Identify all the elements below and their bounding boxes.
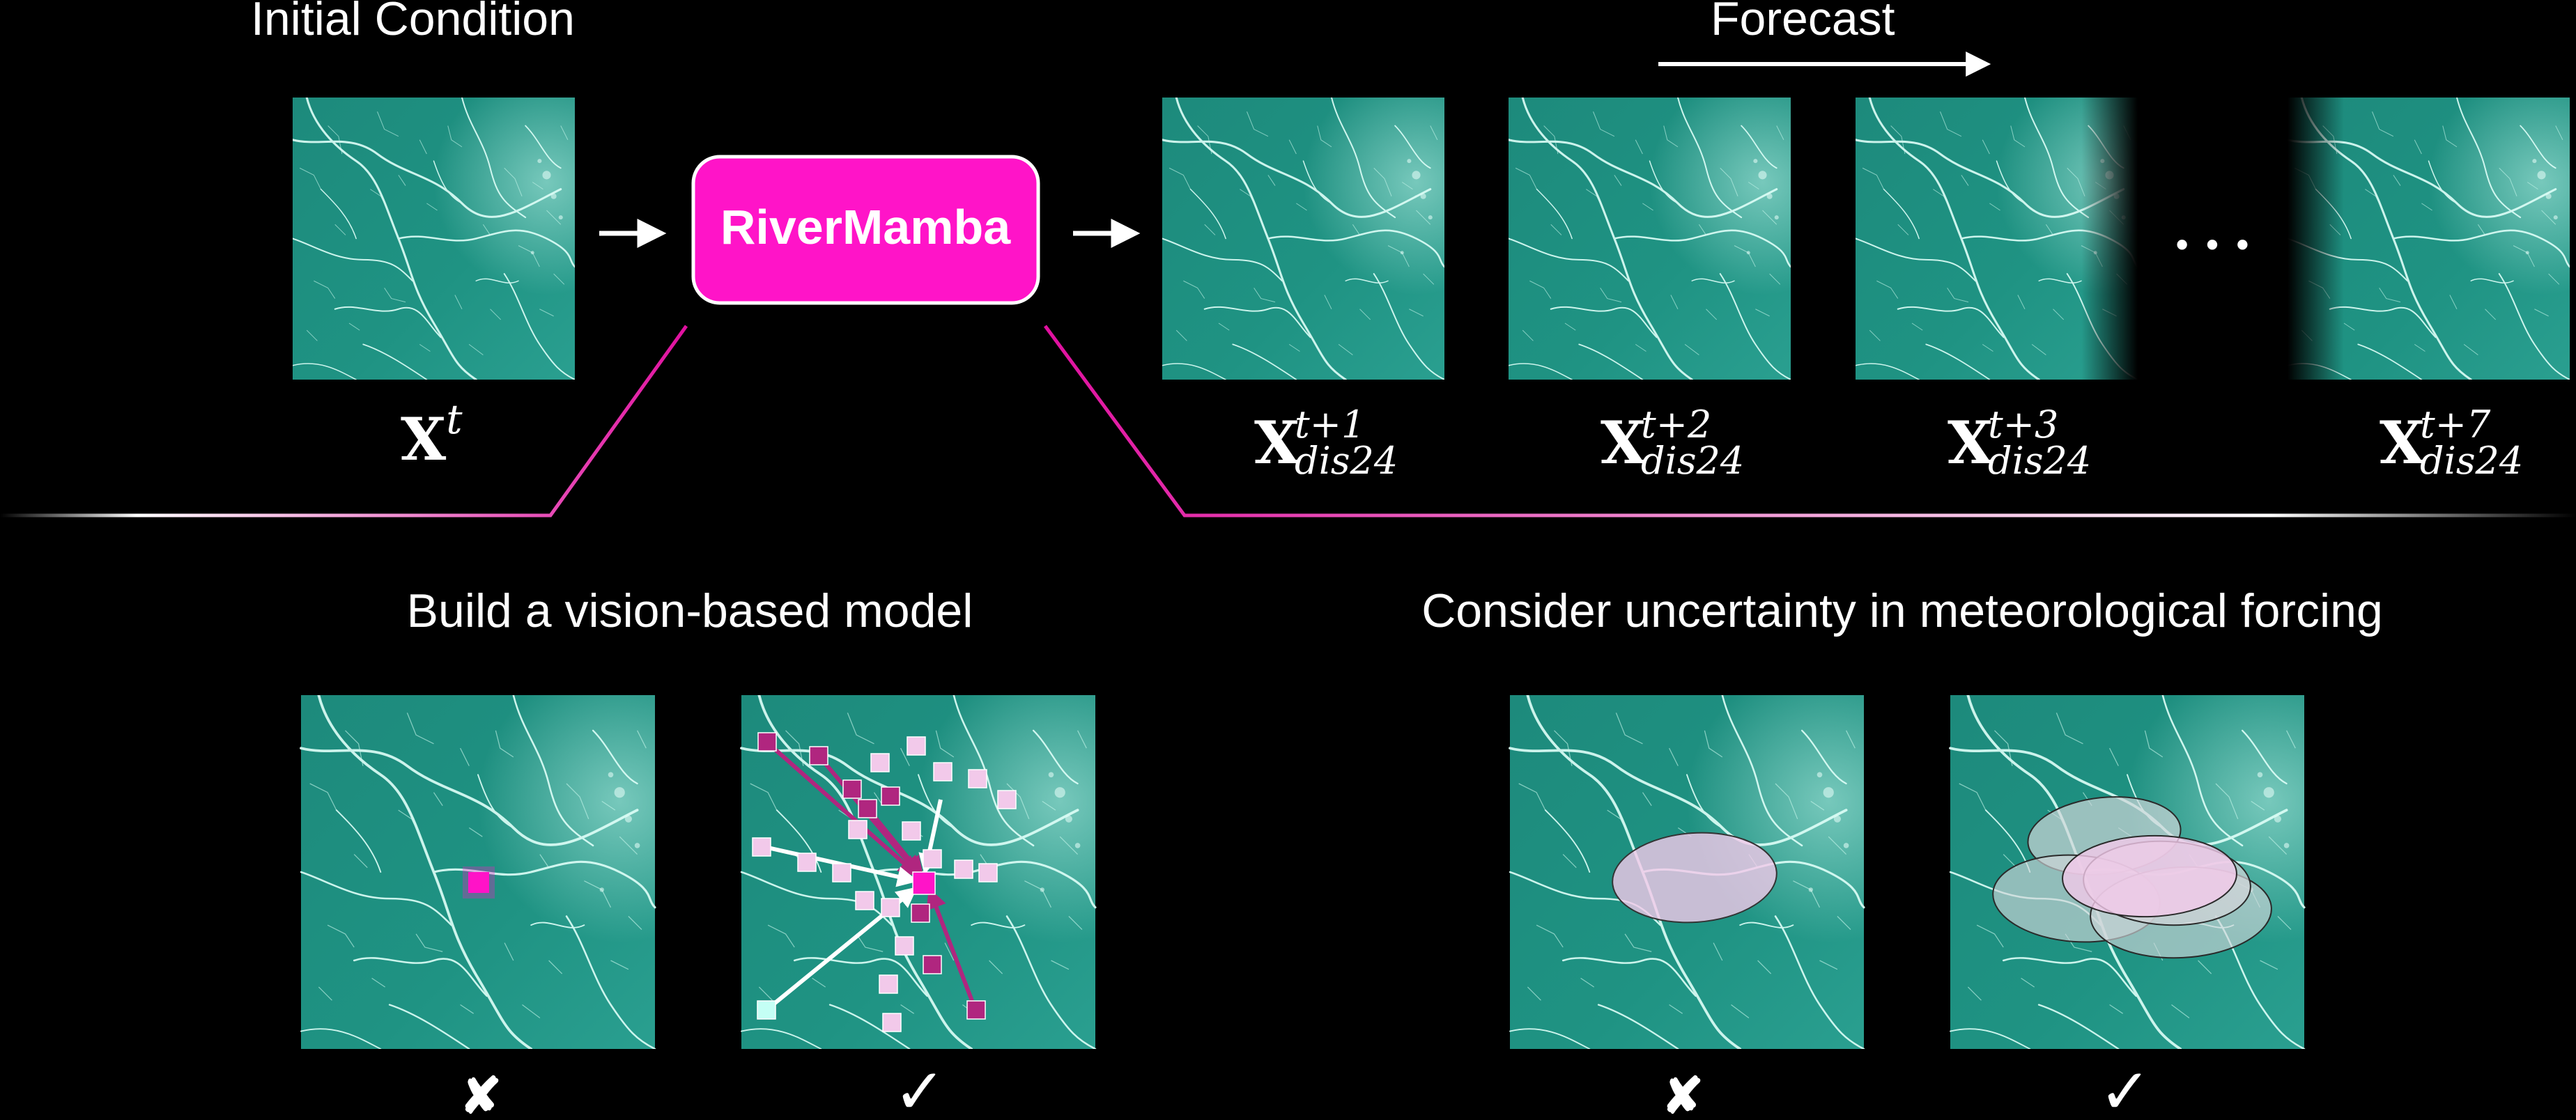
forecast-map-7-fade — [2288, 98, 2570, 380]
left-section-title: Build a vision-based model — [407, 584, 973, 637]
model-name: RiverMamba — [720, 200, 1011, 254]
svg-text:X: X — [1601, 408, 1646, 477]
vision-cells — [752, 732, 1017, 1032]
cross-mark-right: ✘ — [1662, 1068, 1704, 1120]
forecast-label-2: X t+2 dis24 — [1601, 403, 1744, 483]
forecast-map-1 — [1162, 98, 1444, 380]
initial-condition-map — [293, 98, 575, 380]
check-mark-right: ✓ — [2099, 1057, 2151, 1120]
forecast-label: Forecast — [1711, 0, 1895, 45]
forecast-label-3: X t+3 dis24 — [1948, 403, 2091, 483]
left-connector-line — [0, 325, 688, 518]
svg-text:dis24: dis24 — [1641, 439, 1744, 483]
svg-text:t+2: t+2 — [1641, 403, 1711, 446]
ensemble-uncertainty-ellipses — [1992, 796, 2272, 959]
rivermamba-model-box: RiverMamba — [691, 155, 1040, 305]
svg-text:t+1: t+1 — [1295, 403, 1365, 446]
forecast-map-3-fade — [1856, 98, 2138, 380]
cross-mark-left: ✘ — [460, 1068, 502, 1120]
check-mark-left: ✓ — [893, 1057, 946, 1120]
svg-text:dis24: dis24 — [2420, 439, 2523, 483]
svg-text:dis24: dis24 — [1988, 439, 2091, 483]
local-target-cell — [468, 872, 489, 893]
forecast-label-1: X t+1 dis24 — [1254, 403, 1398, 483]
svg-text:dis24: dis24 — [1295, 439, 1398, 483]
initial-condition-label: Initial Condition — [251, 0, 575, 45]
single-uncertainty-ellipse — [1612, 832, 1777, 924]
svg-text:X: X — [2380, 408, 2425, 477]
right-connector-line — [1043, 325, 2576, 518]
local-target-glow — [463, 866, 495, 899]
svg-text:t+3: t+3 — [1988, 403, 2058, 446]
right-section-title: Consider uncertainty in meteorological f… — [1421, 584, 2383, 637]
svg-text:X: X — [1254, 408, 1300, 477]
svg-text:t+7: t+7 — [2420, 403, 2491, 446]
ellipsis: • • • — [2176, 225, 2253, 264]
svg-text:X: X — [1948, 408, 1993, 477]
input-x-label: Xt — [401, 396, 463, 474]
forecast-label-7: X t+7 dis24 — [2380, 403, 2523, 483]
forecast-map-2 — [1509, 98, 1791, 380]
